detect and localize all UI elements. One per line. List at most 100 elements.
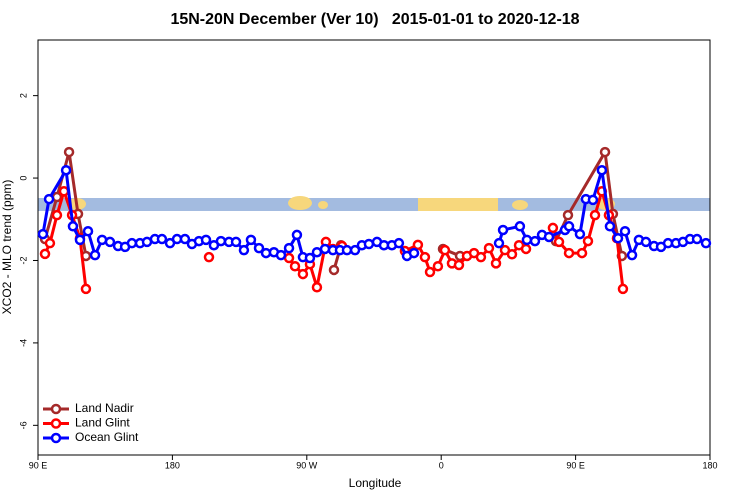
data-point — [126, 237, 138, 249]
data-point — [493, 237, 505, 249]
x-tick-label: 90 W — [296, 460, 318, 470]
data-point — [612, 232, 624, 244]
x-axis-label: Longitude — [349, 476, 402, 490]
legend-marker — [50, 403, 62, 415]
plot-frame — [37, 39, 711, 456]
data-point — [80, 283, 92, 295]
data-point — [587, 194, 599, 206]
data-point — [311, 282, 323, 293]
data-point — [691, 233, 703, 245]
legend-label: Ocean Glint — [75, 430, 139, 444]
data-point — [58, 185, 70, 197]
data-point — [596, 164, 608, 176]
data-point — [37, 228, 49, 240]
data-point — [393, 237, 405, 249]
data-point — [563, 247, 575, 259]
data-point — [363, 238, 375, 250]
data-point — [619, 225, 631, 237]
x-tick-label: 0 — [439, 460, 444, 470]
data-point — [60, 164, 72, 176]
data-point — [475, 251, 487, 263]
data-point — [604, 221, 616, 232]
data-point — [626, 249, 638, 261]
data-point — [599, 146, 611, 158]
data-point — [275, 249, 287, 261]
data-point — [253, 242, 265, 254]
data-point — [412, 239, 424, 251]
data-point — [304, 252, 316, 264]
x-tick-label: 90 E — [566, 460, 585, 470]
data-point — [529, 235, 541, 247]
data-point — [67, 221, 79, 232]
data-point — [617, 283, 629, 295]
data-point — [245, 234, 257, 246]
data-point — [43, 193, 55, 205]
x-tick-label: 180 — [702, 460, 717, 470]
data-point — [439, 244, 451, 256]
data-point — [82, 225, 94, 237]
y-tick-label: 0 — [18, 176, 28, 181]
data-point — [319, 243, 331, 255]
data-point — [238, 244, 250, 256]
x-tick-label: 90 E — [29, 460, 48, 470]
data-point — [497, 224, 509, 236]
chart-title: 15N-20N December (Ver 10) 2015-01-01 to … — [170, 11, 579, 28]
legend-label: Land Glint — [75, 416, 130, 430]
data-point — [156, 233, 168, 245]
data-point — [574, 228, 586, 240]
data-point — [453, 259, 465, 271]
data-point — [563, 221, 575, 232]
data-point — [408, 247, 420, 259]
y-tick-label: -2 — [18, 256, 28, 264]
legend-marker — [50, 432, 62, 444]
data-point — [311, 246, 323, 258]
data-point — [44, 237, 56, 249]
data-point — [341, 244, 353, 256]
data-point — [432, 261, 444, 272]
map-strip — [38, 196, 710, 211]
data-point — [349, 244, 361, 256]
data-point — [483, 242, 495, 254]
y-tick-label: -4 — [18, 339, 28, 347]
data-point — [700, 237, 712, 249]
data-point — [490, 258, 502, 269]
data-point — [289, 261, 301, 272]
y-tick-label: -6 — [18, 421, 28, 429]
data-point — [39, 248, 51, 260]
data-point — [74, 234, 86, 246]
data-point — [51, 209, 63, 221]
y-tick-label: 2 — [18, 93, 28, 98]
data-point — [328, 264, 340, 276]
x-tick-label: 180 — [165, 460, 180, 470]
data-point — [63, 146, 75, 158]
data-point — [89, 249, 101, 261]
data-point — [589, 209, 601, 221]
data-point — [576, 247, 588, 259]
data-point — [283, 242, 295, 254]
data-point — [562, 209, 574, 221]
y-axis-label: XCO2 - MLO trend (ppm) — [0, 180, 14, 315]
data-point — [230, 236, 242, 248]
data-point — [419, 251, 431, 263]
plot-area — [37, 146, 712, 295]
data-point — [553, 236, 565, 248]
data-point — [521, 234, 533, 246]
data-point — [582, 235, 594, 247]
legend-marker — [50, 418, 62, 429]
data-point — [640, 236, 652, 248]
data-point — [215, 235, 227, 247]
data-point — [543, 231, 555, 243]
data-point — [297, 268, 309, 280]
legend-label: Land Nadir — [75, 401, 134, 415]
data-point — [424, 266, 436, 278]
data-point — [547, 222, 559, 234]
data-point — [291, 229, 303, 241]
data-point — [514, 221, 526, 232]
data-point — [104, 236, 116, 248]
data-point — [203, 251, 215, 263]
data-point — [506, 249, 518, 260]
data-point — [520, 243, 532, 255]
data-point — [179, 233, 191, 245]
